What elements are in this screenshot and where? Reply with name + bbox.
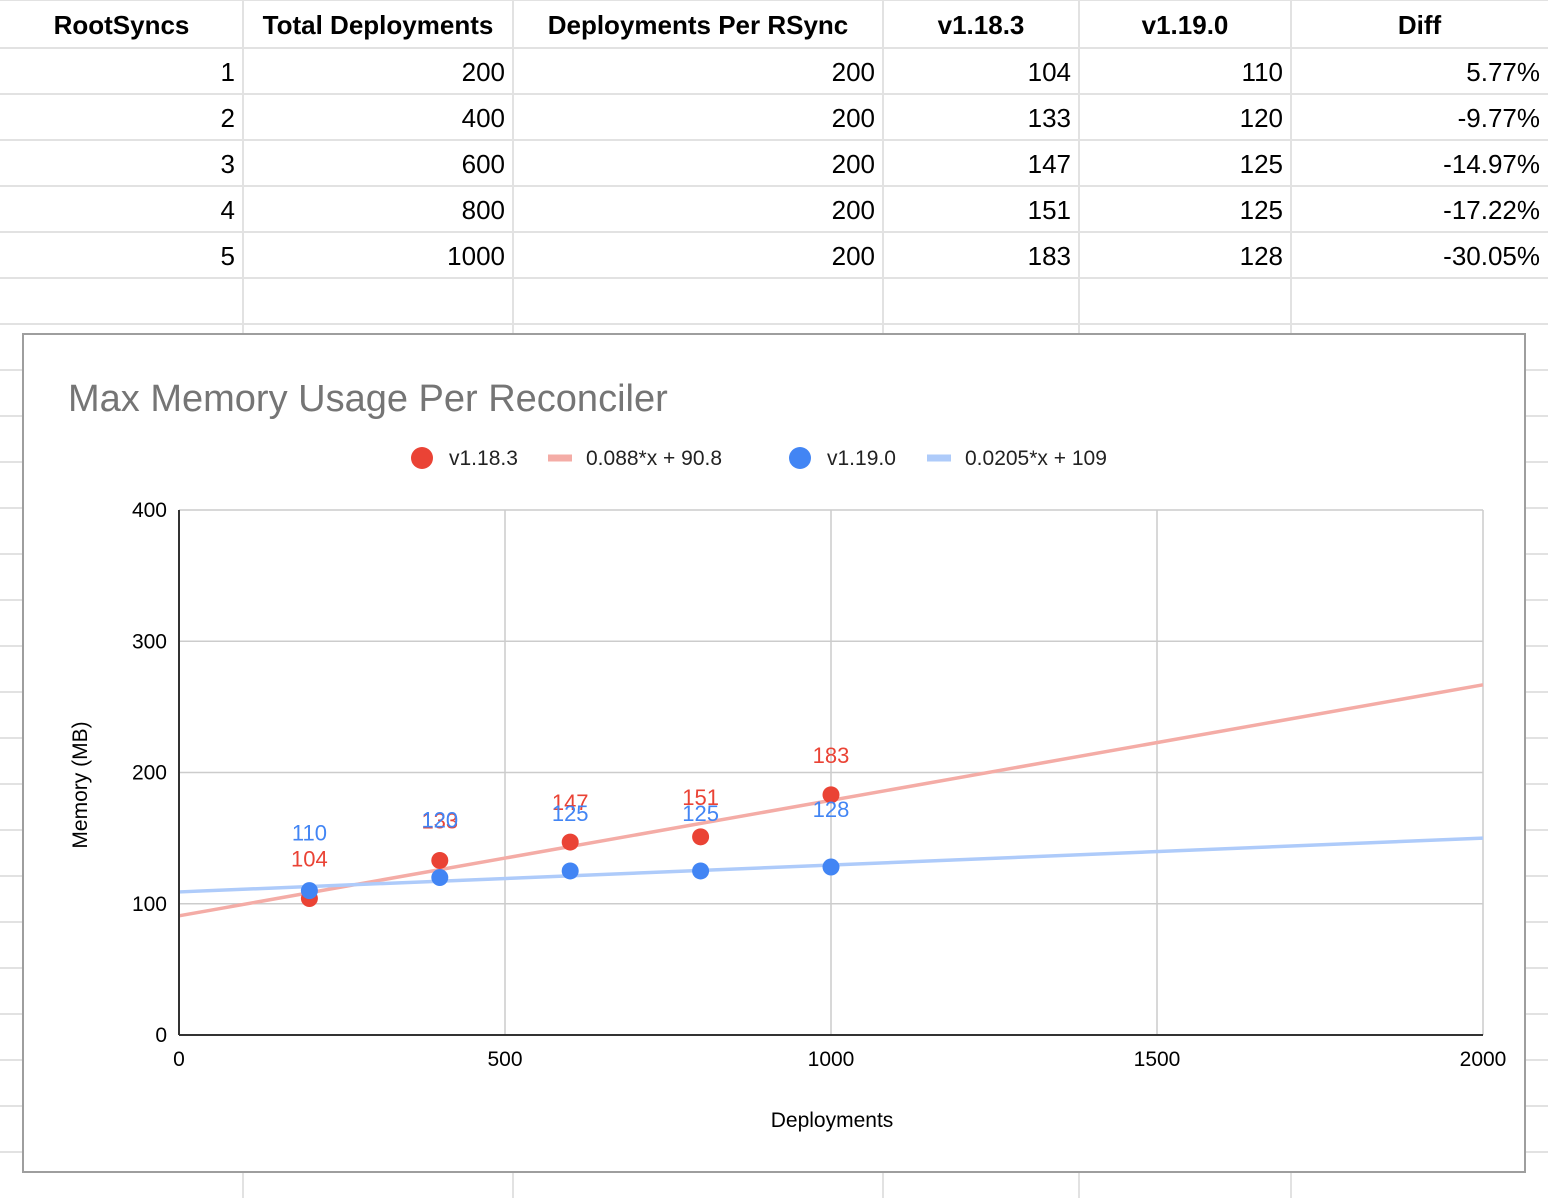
table-cell[interactable]: -14.97% [1443, 149, 1540, 179]
data-point-series-0[interactable] [561, 833, 579, 851]
legend-label: 0.088*x + 90.8 [586, 447, 722, 470]
table-cell[interactable]: -30.05% [1443, 241, 1540, 271]
table-cell[interactable]: 147 [1027, 149, 1071, 179]
data-label-series-1: 125 [682, 801, 719, 826]
data-point-series-1[interactable] [300, 882, 318, 900]
chart-panel[interactable]: 104 133 147 151 183 110 120 125 125 128 0 100 200 30… [22, 333, 1526, 1173]
column-header[interactable]: v1.18.3 [937, 10, 1025, 40]
legend-item-v1-19-0[interactable]: v1.19.0 [789, 447, 896, 470]
x-tick-label: 1500 [1134, 1048, 1181, 1071]
chart-legend: v1.18.3 0.088*x + 90.8 v1.19.0 0.0205*x + 1… [411, 447, 1107, 470]
y-tick-label: 300 [132, 630, 167, 653]
table-cell[interactable]: 200 [461, 57, 505, 87]
table-cell[interactable]: 1000 [447, 241, 505, 271]
legend-label: v1.19.0 [827, 447, 896, 470]
x-tick-label: 0 [173, 1048, 185, 1071]
data-label-series-0: 183 [813, 743, 850, 768]
table-cell[interactable]: 200 [831, 195, 875, 225]
table-cell[interactable]: 3 [220, 149, 235, 179]
table-cell[interactable]: 125 [1239, 149, 1283, 179]
chart-plot: 104 133 147 151 183 110 120 125 125 128 0 100 200 30… [68, 378, 1507, 1132]
y-tick-label: 0 [155, 1024, 167, 1047]
column-header[interactable]: Diff [1397, 10, 1442, 40]
table-cell[interactable]: 200 [831, 241, 875, 271]
column-header[interactable]: RootSyncs [53, 10, 190, 40]
table-cell[interactable]: 4 [220, 195, 235, 225]
x-tick-label: 1000 [808, 1048, 855, 1071]
table-cell[interactable]: 800 [461, 195, 505, 225]
data-label-series-1: 125 [552, 801, 589, 826]
table-cell[interactable]: 151 [1027, 195, 1071, 225]
legend-dot-marker [411, 447, 433, 469]
data-label-series-1: 120 [421, 808, 458, 833]
table-cell[interactable]: 200 [831, 57, 875, 87]
table-cell[interactable]: -17.22% [1443, 195, 1540, 225]
y-axis-title: Memory (MB) [69, 721, 92, 848]
table-cell[interactable]: 200 [831, 103, 875, 133]
legend-dot-marker [789, 447, 811, 469]
table-cell[interactable]: 125 [1239, 195, 1283, 225]
table-cell[interactable]: 400 [461, 103, 505, 133]
table-cell[interactable]: 183 [1027, 241, 1071, 271]
table-cell[interactable]: 200 [831, 149, 875, 179]
table-cell[interactable]: -9.77% [1457, 103, 1540, 133]
data-label-series-0: 133 [421, 808, 458, 833]
legend-label: 0.0205*x + 109 [965, 447, 1107, 470]
data-point-series-1[interactable] [692, 862, 710, 880]
table-cell[interactable]: 104 [1027, 57, 1071, 87]
table-cell[interactable]: 120 [1239, 103, 1283, 133]
y-tick-label: 200 [132, 762, 167, 785]
y-tick-label: 400 [132, 499, 167, 522]
x-tick-label: 500 [487, 1048, 522, 1071]
data-label-series-0: 151 [682, 785, 719, 810]
legend-item-v1-18-3[interactable]: v1.18.3 [411, 447, 518, 470]
x-tick-label: 2000 [1460, 1048, 1507, 1071]
column-header[interactable]: Deployments Per RSync [547, 10, 849, 40]
table-cell[interactable]: 1 [220, 57, 235, 87]
legend-item-trend-v1-19-0[interactable]: 0.0205*x + 109 [927, 447, 1107, 470]
legend-line-marker [927, 454, 951, 462]
data-label-series-1: 128 [813, 797, 850, 822]
table-cell[interactable]: 133 [1027, 103, 1071, 133]
data-label-series-0: 147 [552, 790, 589, 815]
data-point-series-1[interactable] [431, 869, 449, 886]
data-point-series-0[interactable] [692, 828, 710, 846]
column-header[interactable]: v1.19.0 [1141, 10, 1229, 40]
table-cell[interactable]: 2 [220, 103, 235, 133]
data-point-series-0[interactable] [822, 786, 840, 804]
legend-label: v1.18.3 [449, 447, 518, 470]
data-point-series-0[interactable] [431, 851, 449, 869]
table-cell[interactable]: 110 [1241, 57, 1283, 87]
legend-item-trend-v1-18-3[interactable]: 0.088*x + 90.8 [548, 447, 722, 470]
data-point-series-1[interactable] [822, 858, 840, 876]
y-tick-label: 100 [132, 893, 167, 916]
chart-title: Max Memory Usage Per Reconciler [68, 378, 668, 420]
column-header[interactable]: Total Deployments [262, 10, 494, 40]
x-axis-title: Deployments [771, 1109, 894, 1132]
table-cell[interactable]: 5.77% [1466, 57, 1540, 87]
data-label-series-1: 110 [292, 821, 327, 846]
table-cell[interactable]: 600 [461, 149, 505, 179]
table-cell[interactable]: 128 [1239, 241, 1283, 271]
legend-line-marker [548, 454, 572, 462]
table-cell[interactable]: 5 [220, 241, 235, 271]
data-label-series-0: 104 [291, 847, 328, 872]
data-point-series-1[interactable] [561, 862, 579, 880]
